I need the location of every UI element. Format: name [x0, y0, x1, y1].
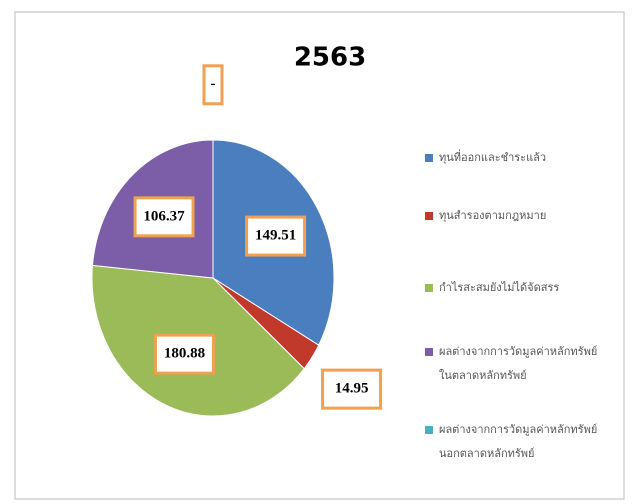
- chart-title: 2563: [294, 43, 366, 73]
- data-label: 106.37: [143, 208, 185, 224]
- label-box: [321, 368, 383, 410]
- legend-label: กำไรสะสมยังไม่ได้จัดสรร: [439, 281, 560, 294]
- label-box: [245, 215, 307, 257]
- data-label: 180.88: [164, 346, 205, 362]
- label-box: [153, 333, 215, 375]
- legend-label: ทุนสำรองตามกฎหมาย: [439, 209, 547, 222]
- legend-item: ผลต่างจากการวัดมูลค่าหลักทรัพย์นอกตลาดหล…: [425, 418, 605, 466]
- legend-swatch: [425, 212, 433, 220]
- legend-item: ผลต่างจากการวัดมูลค่าหลักทรัพย์ในตลาดหลั…: [425, 340, 605, 388]
- legend-swatch: [425, 284, 433, 292]
- legend-label: ผลต่างจากการวัดมูลค่าหลักทรัพย์นอกตลาดหล…: [439, 423, 598, 460]
- legend-swatch: [425, 426, 433, 434]
- legend-label: ผลต่างจากการวัดมูลค่าหลักทรัพย์ในตลาดหลั…: [439, 345, 598, 382]
- label-box: [133, 196, 195, 238]
- data-label: 14.95: [335, 381, 369, 397]
- legend-label: ทุนที่ออกและชำระแล้ว: [439, 151, 547, 164]
- legend-item: กำไรสะสมยังไม่ได้จัดสรร: [425, 276, 605, 300]
- data-label: -: [211, 76, 216, 92]
- label-box: [202, 64, 224, 106]
- legend-item: ทุนสำรองตามกฎหมาย: [425, 204, 605, 228]
- data-label: 149.51: [255, 228, 296, 244]
- legend-swatch: [425, 154, 433, 162]
- legend-swatch: [425, 348, 433, 356]
- legend-item: ทุนที่ออกและชำระแล้ว: [425, 146, 605, 170]
